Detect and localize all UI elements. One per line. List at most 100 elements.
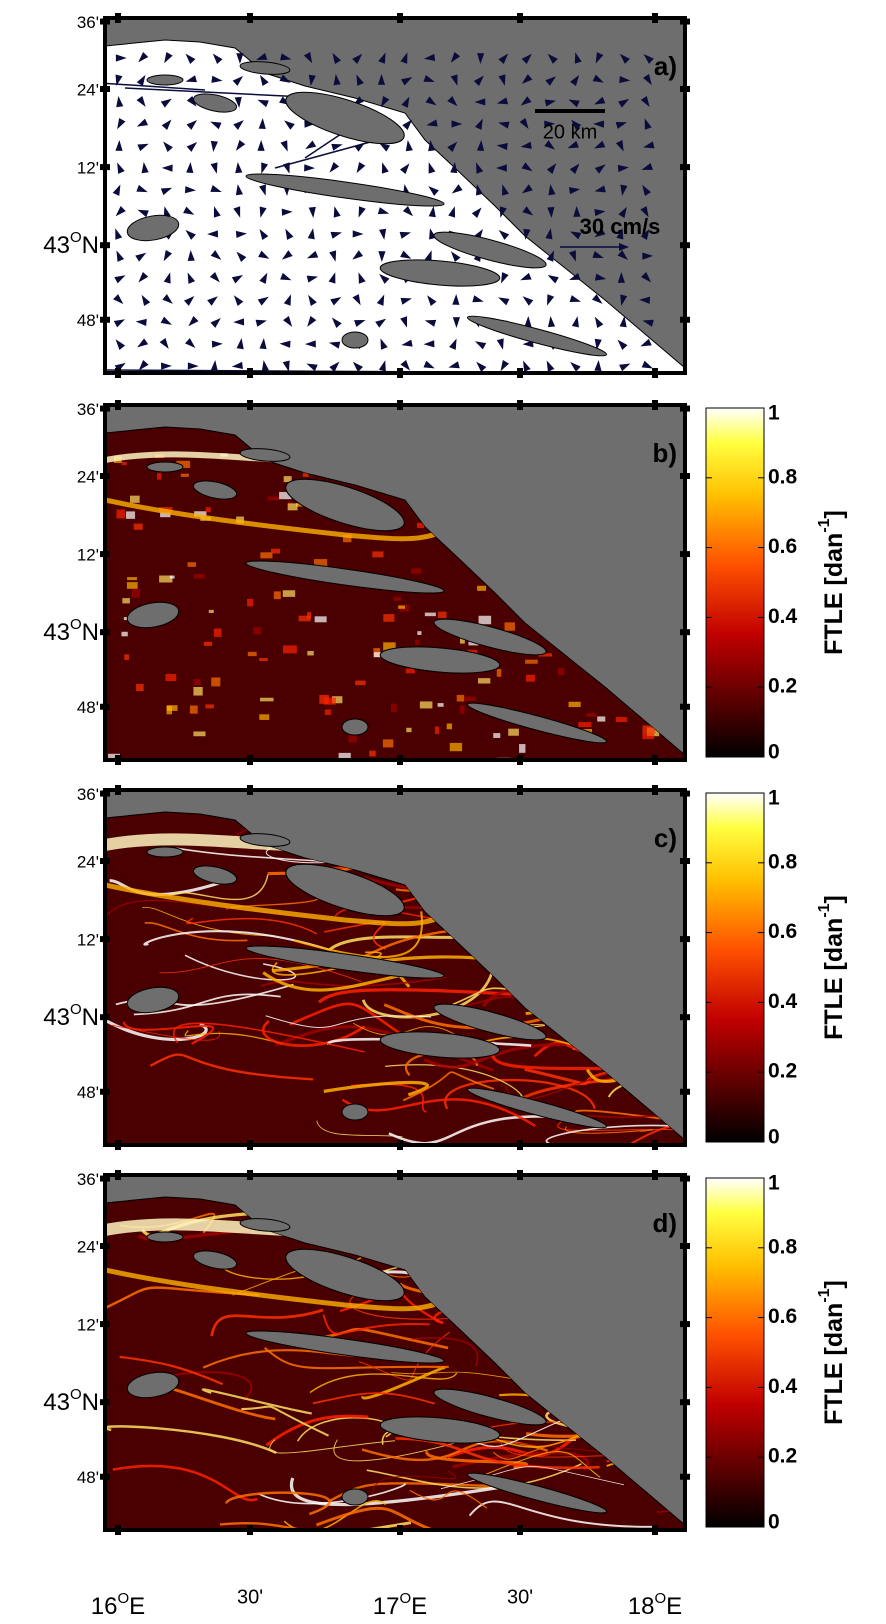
ftle-ridge — [112, 1464, 258, 1502]
ftle-ridge — [317, 988, 519, 1004]
x-tick — [652, 755, 658, 765]
x-tick — [397, 368, 403, 378]
x-tick — [397, 785, 403, 795]
colorbar-label-text: FTLE [dan — [820, 1303, 848, 1425]
current-arrow — [547, 275, 559, 284]
ftle-cell — [597, 716, 606, 722]
colorbar-label-end: ] — [820, 895, 848, 903]
ftle-ridge — [186, 917, 318, 935]
ftle-cell — [116, 509, 126, 519]
current-arrow — [520, 96, 532, 106]
ftle-cell — [125, 511, 136, 519]
island — [126, 601, 180, 629]
current-arrow — [210, 250, 222, 260]
current-arrow — [279, 340, 291, 348]
colorbar-label-end: ] — [820, 1280, 848, 1288]
ftle-ridge — [173, 1022, 365, 1053]
ftle-cell — [464, 696, 476, 701]
ftle-cell — [615, 717, 628, 723]
current-arrow — [115, 228, 123, 240]
current-arrow — [281, 250, 293, 260]
current-arrow — [642, 74, 652, 86]
ftle-cell — [193, 678, 201, 686]
current-arrow — [207, 296, 218, 306]
current-arrow — [423, 53, 436, 61]
ftle-ridge — [423, 1043, 567, 1069]
current-arrow — [592, 74, 604, 83]
current-arrow — [476, 361, 487, 372]
current-arrow — [257, 99, 269, 108]
current-arrow — [352, 361, 363, 372]
current-arrow — [163, 272, 171, 284]
current-arrow — [356, 162, 366, 174]
panel-label: a) — [654, 51, 677, 81]
y-tick — [680, 858, 690, 864]
current-arrow — [258, 250, 270, 259]
colorbar-tick-label: 0.8 — [768, 850, 798, 873]
ftle-cell — [568, 701, 581, 708]
ftle-cell — [496, 669, 502, 677]
current-arrow — [377, 207, 390, 215]
ftle-ridge — [312, 1392, 435, 1405]
current-arrow — [640, 228, 650, 240]
current-arrow — [329, 361, 340, 372]
current-arrow — [450, 251, 461, 262]
current-arrow — [210, 140, 218, 152]
island — [466, 702, 608, 744]
current-arrow — [428, 162, 436, 174]
tick-degree-sign: O — [70, 1386, 82, 1403]
current-arrow — [236, 251, 247, 262]
current-arrow — [376, 294, 385, 306]
current-arrow — [135, 318, 147, 327]
current-arrow — [594, 273, 607, 281]
ftle-ridge — [263, 1346, 449, 1370]
current-arrow — [522, 206, 534, 216]
current-arrow — [231, 275, 244, 284]
ftle-cell — [391, 703, 397, 713]
ftle-ridge — [564, 1126, 654, 1134]
current-arrow — [401, 339, 413, 347]
ftle-cell — [208, 609, 214, 614]
current-arrow — [116, 250, 125, 262]
current-arrow — [571, 316, 579, 328]
island — [466, 315, 608, 357]
vector-scale-label: 30 cm/s — [580, 214, 661, 239]
y-tick — [680, 164, 690, 171]
ftle-cell — [586, 713, 597, 717]
island — [239, 1218, 291, 1232]
tick-hemisphere: N — [82, 1390, 99, 1417]
current-arrow — [544, 99, 557, 107]
current-arrow — [475, 184, 483, 196]
current-arrow — [594, 140, 606, 149]
island — [239, 61, 291, 75]
current-arrow — [617, 250, 628, 260]
current-arrow — [233, 295, 244, 306]
current-arrow — [303, 52, 313, 64]
tick-label: 36' — [77, 785, 99, 804]
current-arrow — [617, 164, 629, 173]
current-arrow — [476, 140, 485, 152]
x-tick — [115, 755, 121, 765]
ftle-ridge — [391, 1371, 527, 1382]
island — [146, 74, 184, 86]
tick-label: 48' — [77, 1083, 99, 1102]
current-arrow — [545, 228, 553, 240]
colorbar-label: FTLE [dan-1] — [816, 1280, 847, 1425]
x-tick — [115, 1170, 121, 1180]
current-arrow — [594, 164, 606, 174]
current-arrow — [595, 52, 604, 64]
current-arrow — [594, 316, 604, 328]
ftle-cell — [446, 723, 453, 730]
current-arrow — [594, 209, 606, 217]
current-arrow — [428, 140, 436, 152]
current-arrow — [257, 140, 265, 151]
tick-degree-sign: O — [655, 1590, 667, 1607]
y-tick — [680, 629, 690, 636]
colorbar-tick-label: 0.2 — [768, 675, 797, 698]
current-arrow — [522, 296, 534, 306]
current-arrow — [236, 53, 244, 64]
current-arrow — [185, 75, 197, 83]
current-arrow — [520, 272, 532, 281]
ftle-cell — [166, 705, 178, 711]
island — [192, 480, 238, 500]
